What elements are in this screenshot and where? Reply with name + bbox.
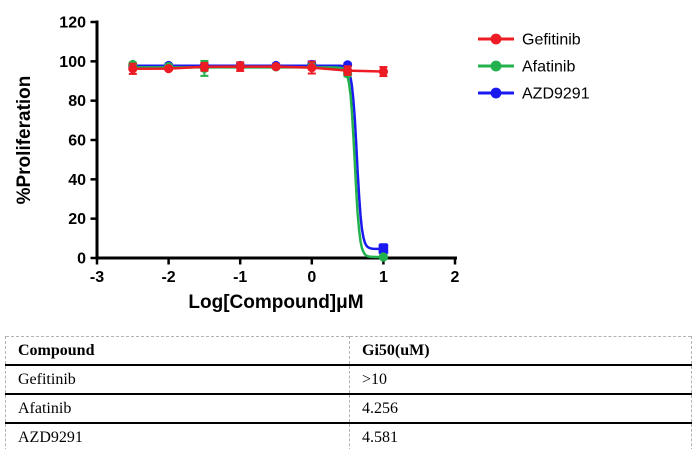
legend-label: Afatinib [522,59,575,76]
gi50-results-table: Compound Gi50(uM) Gefitinib >10 Afatinib 4.… [5,336,692,449]
legend-marker [490,33,502,45]
legend-marker [490,60,502,72]
y-tick-label: 20 [68,211,86,228]
x-tick-label: 2 [451,269,460,286]
x-tick-label: -3 [90,269,104,286]
compound-cell: Gefitinib [5,365,350,395]
column-header-compound: Compound [5,336,350,366]
data-point [378,252,388,262]
series-gefitinib [128,60,388,78]
x-axis-title: Log[Compound]μM [188,292,363,313]
x-tick-label: 0 [307,269,316,286]
legend-marker [490,87,502,99]
data-point [128,64,138,74]
y-tick-label: 60 [68,133,86,150]
data-point [271,62,281,72]
legend-item-afatinib: Afatinib [478,59,575,76]
y-tick-label: 100 [59,54,86,71]
table-row: AZD9291 4.581 [5,423,692,449]
column-header-gi50: Gi50(uM) [349,336,692,366]
compound-cell: Afatinib [5,394,350,424]
legend-label: Gefitinib [522,32,581,49]
data-point [235,62,245,72]
y-tick-label: 80 [68,93,86,110]
dose-response-figure: 0 20 40 60 80 100 120 -3 -2 -1 0 1 2 Log[Compound]μM%… [14,15,590,314]
data-point-square [378,244,389,254]
gi50-cell: 4.581 [349,423,692,449]
data-point [164,64,174,74]
y-axis-title: %Proliferation [14,76,35,205]
data-point [307,63,317,73]
table-header-row: Compound Gi50(uM) [5,336,692,366]
table-row: Gefitinib >10 [5,365,692,395]
data-point [378,66,388,77]
y-tick-label: 120 [59,15,86,32]
series-line-gefitinib [132,65,384,73]
table-row: Afatinib 4.256 [5,394,692,424]
series-line-azd9291 [132,64,384,251]
gi50-cell: >10 [349,365,692,395]
gi50-cell: 4.256 [349,394,692,424]
legend-item-azd9291: AZD9291 [478,86,590,103]
legend-label: AZD9291 [522,86,590,103]
x-tick-label: 1 [379,269,388,286]
compound-cell: AZD9291 [5,423,350,449]
proliferation-chart: 0 20 40 60 80 100 120 -3 -2 -1 0 1 2 Log[Compound]μM%… [14,15,590,314]
x-tick-label: -2 [161,269,175,286]
x-tick-label: -1 [233,269,247,286]
series-afatinib [128,59,388,262]
y-tick-label: 0 [77,251,86,268]
series-line-afatinib [132,66,384,259]
y-tick-label: 40 [68,172,86,189]
data-point [343,65,353,76]
legend-item-gefitinib: Gefitinib [478,32,581,49]
data-point [199,62,209,72]
